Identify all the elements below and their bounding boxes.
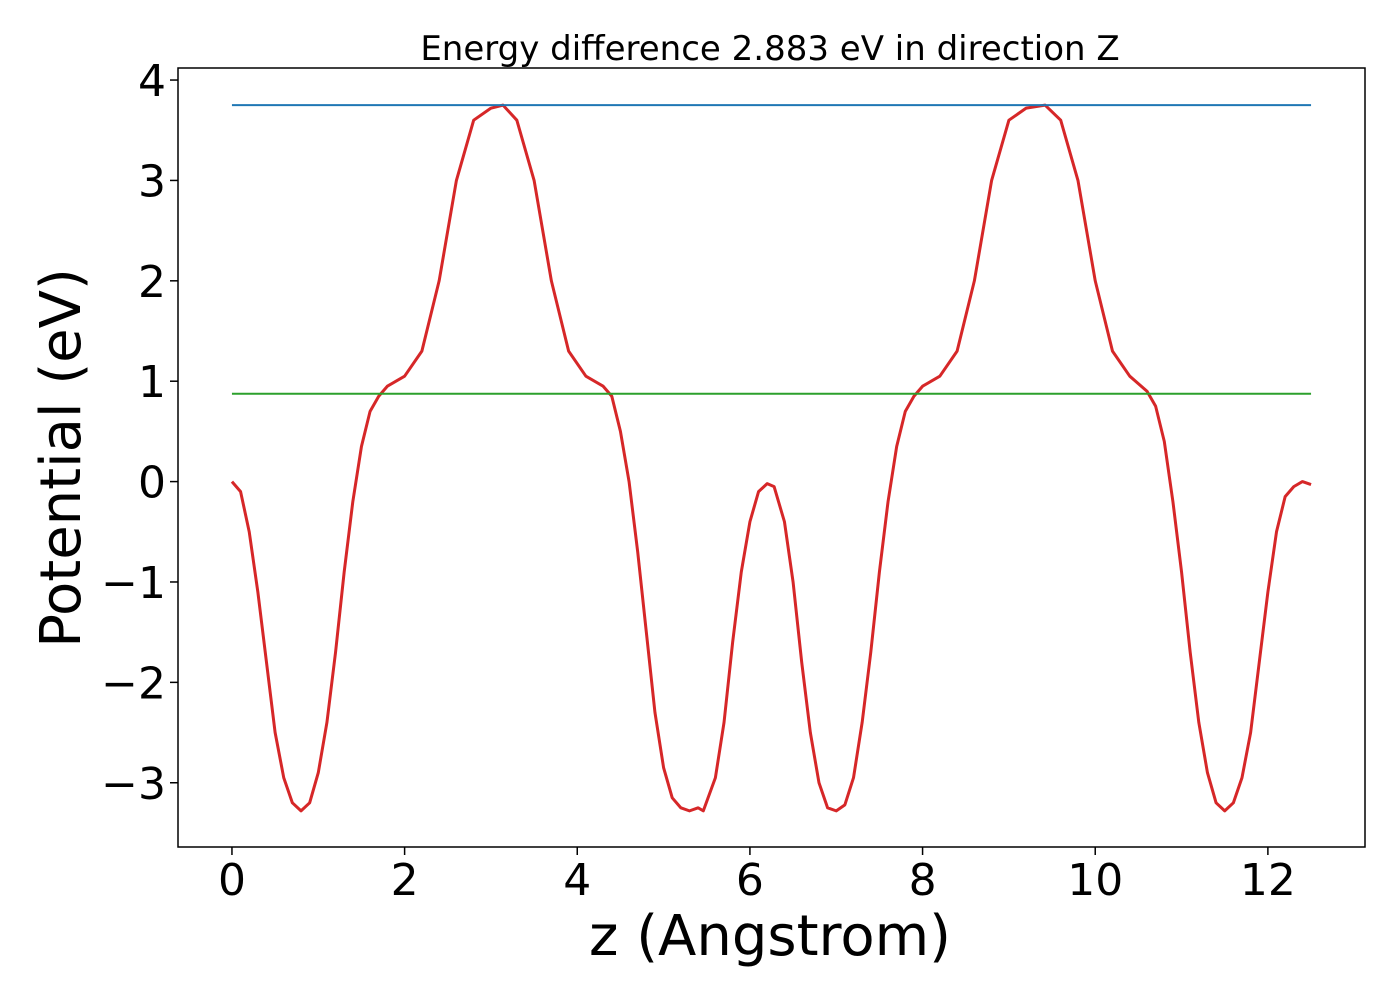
- x-axis: 0 2 4 6 8 10 12: [218, 847, 1296, 906]
- series-layer: [230, 103, 1312, 813]
- x-axis-label: z (Angstrom): [589, 904, 951, 969]
- x-tick-label: 0: [218, 855, 246, 906]
- y-tick-label: 2: [138, 257, 166, 308]
- x-tick-label: 12: [1240, 855, 1296, 906]
- x-tick-label: 2: [391, 855, 419, 906]
- x-tick-label: 10: [1067, 855, 1123, 906]
- potential-line: [230, 103, 1312, 813]
- y-axis-label: Potential (eV): [29, 268, 94, 648]
- y-tick-label: 1: [138, 357, 166, 408]
- y-tick-label: −1: [101, 558, 166, 609]
- plot-frame: [177, 67, 1366, 848]
- y-tick-label: 4: [138, 56, 166, 107]
- y-tick-label: 3: [138, 156, 166, 207]
- x-tick-label: 4: [563, 855, 591, 906]
- y-tick-label: −2: [101, 658, 166, 709]
- chart-title: Energy difference 2.883 eV in direction …: [420, 29, 1119, 69]
- x-tick-label: 6: [736, 855, 764, 906]
- y-tick-label: 0: [138, 458, 166, 509]
- x-tick-label: 8: [909, 855, 937, 906]
- y-tick-label: −3: [101, 759, 166, 810]
- y-axis: −3 −2 −1 0 1 2 3 4: [101, 56, 178, 810]
